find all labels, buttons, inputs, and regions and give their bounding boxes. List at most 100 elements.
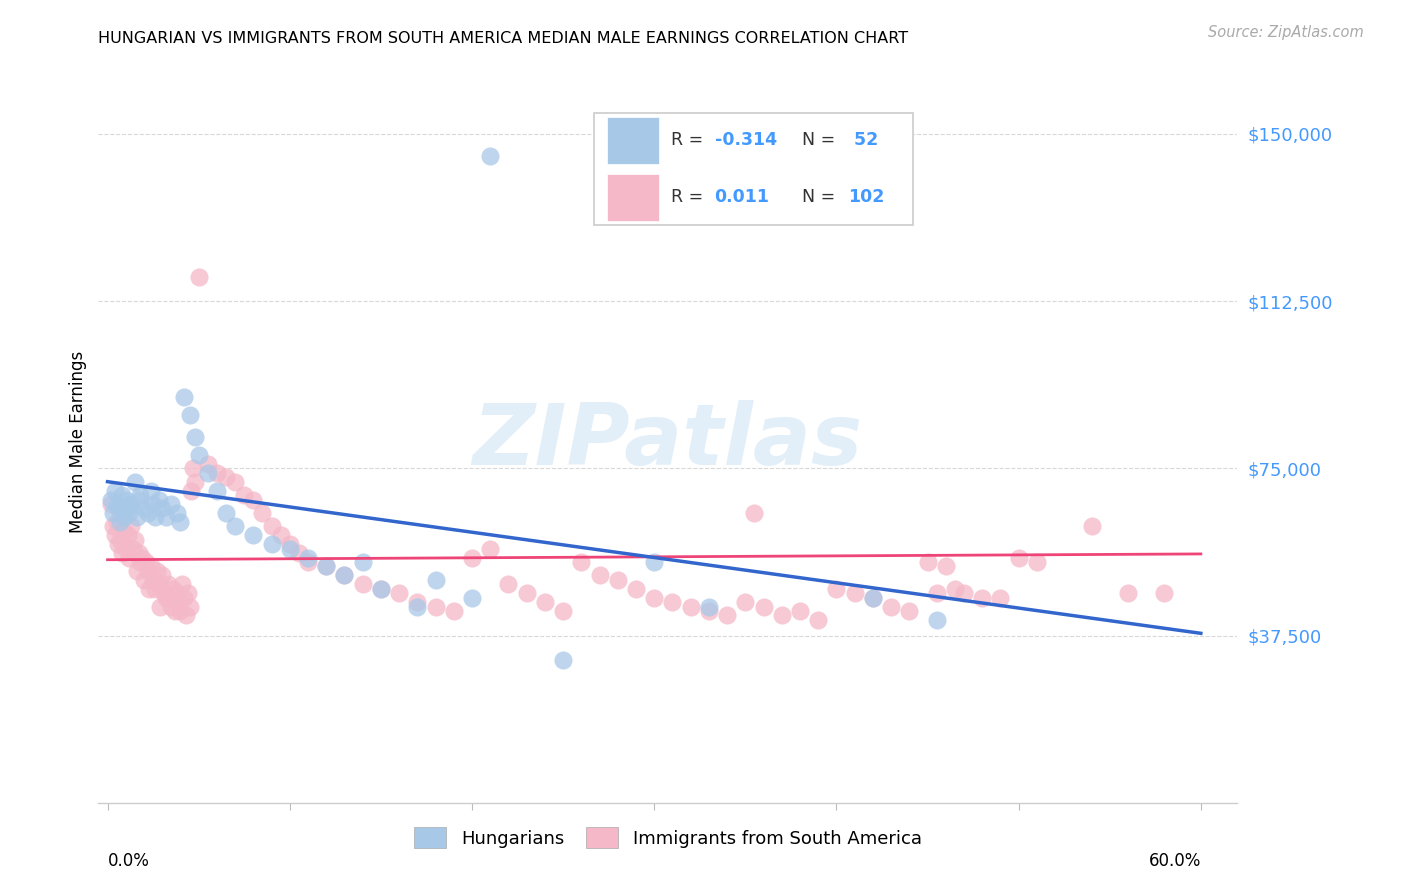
Point	[297, 555, 319, 569]
Text: R =: R =	[671, 188, 709, 206]
Point	[145, 564, 167, 578]
Text: R =: R =	[671, 131, 709, 149]
Point	[844, 586, 866, 600]
Point	[1116, 586, 1139, 600]
Point	[297, 550, 319, 565]
Point	[643, 555, 665, 569]
Point	[129, 555, 152, 569]
Point	[101, 506, 124, 520]
Point	[177, 586, 200, 600]
Point	[352, 555, 374, 569]
Point	[551, 653, 574, 667]
Point	[105, 497, 128, 511]
Point	[697, 599, 720, 614]
Point	[516, 586, 538, 600]
Point	[169, 515, 191, 529]
Point	[155, 510, 177, 524]
Point	[807, 613, 830, 627]
Point	[716, 608, 738, 623]
Point	[569, 555, 592, 569]
Point	[125, 564, 148, 578]
Point	[128, 546, 150, 560]
Point	[425, 573, 447, 587]
Point	[917, 555, 939, 569]
Point	[160, 599, 183, 614]
Point	[104, 528, 127, 542]
Point	[643, 591, 665, 605]
Point	[174, 608, 197, 623]
Point	[270, 528, 292, 542]
Point	[197, 466, 219, 480]
Point	[136, 564, 159, 578]
Point	[498, 577, 520, 591]
Point	[166, 586, 188, 600]
Point	[898, 604, 921, 618]
Point	[132, 501, 155, 516]
Point	[179, 408, 201, 422]
Point	[150, 501, 173, 516]
Point	[315, 559, 337, 574]
Point	[461, 591, 484, 605]
Point	[534, 595, 557, 609]
Text: 52: 52	[848, 131, 877, 149]
Text: N =: N =	[803, 188, 841, 206]
Point	[242, 528, 264, 542]
Point	[156, 577, 179, 591]
Point	[122, 541, 145, 556]
Point	[155, 591, 177, 605]
Point	[278, 537, 301, 551]
Text: 102: 102	[848, 188, 884, 206]
Point	[1025, 555, 1047, 569]
Point	[215, 506, 238, 520]
Point	[252, 506, 274, 520]
Point	[159, 591, 181, 605]
Point	[197, 457, 219, 471]
FancyBboxPatch shape	[593, 112, 912, 225]
Point	[479, 541, 502, 556]
Point	[935, 559, 957, 574]
Point	[205, 483, 228, 498]
Legend: Hungarians, Immigrants from South America: Hungarians, Immigrants from South Americ…	[406, 820, 929, 855]
Text: 0.011: 0.011	[714, 188, 769, 206]
Point	[925, 613, 948, 627]
Point	[770, 608, 793, 623]
Point	[661, 595, 683, 609]
Text: -0.314: -0.314	[714, 131, 776, 149]
Point	[315, 559, 337, 574]
Point	[125, 510, 148, 524]
Text: Source: ZipAtlas.com: Source: ZipAtlas.com	[1208, 25, 1364, 40]
Point	[260, 537, 283, 551]
Bar	[607, 117, 659, 164]
Point	[288, 546, 311, 560]
Point	[880, 599, 903, 614]
Point	[588, 568, 610, 582]
Point	[624, 582, 647, 596]
Point	[141, 559, 163, 574]
Point	[406, 595, 429, 609]
Point	[425, 599, 447, 614]
Point	[141, 483, 163, 498]
Point	[129, 488, 152, 502]
Point	[461, 550, 484, 565]
Point	[105, 515, 128, 529]
Point	[862, 591, 884, 605]
Point	[112, 510, 135, 524]
Point	[697, 604, 720, 618]
Point	[110, 515, 132, 529]
Point	[153, 586, 176, 600]
Point	[242, 492, 264, 507]
Point	[112, 524, 135, 538]
Point	[150, 568, 173, 582]
Text: 60.0%: 60.0%	[1149, 852, 1201, 870]
Bar	[607, 174, 659, 221]
Point	[118, 506, 141, 520]
Text: ZIPatlas: ZIPatlas	[472, 400, 863, 483]
Point	[1153, 586, 1175, 600]
Point	[132, 573, 155, 587]
Point	[143, 582, 166, 596]
Point	[479, 149, 502, 163]
Point	[167, 595, 190, 609]
Point	[169, 604, 191, 618]
Text: N =: N =	[803, 131, 841, 149]
Point	[278, 541, 301, 556]
